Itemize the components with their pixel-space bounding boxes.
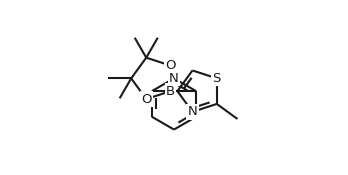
Text: B: B [166,85,175,98]
Text: N: N [169,72,179,85]
Text: O: O [141,93,151,106]
Text: N: N [188,105,197,118]
Text: S: S [213,72,221,85]
Text: O: O [165,59,176,72]
